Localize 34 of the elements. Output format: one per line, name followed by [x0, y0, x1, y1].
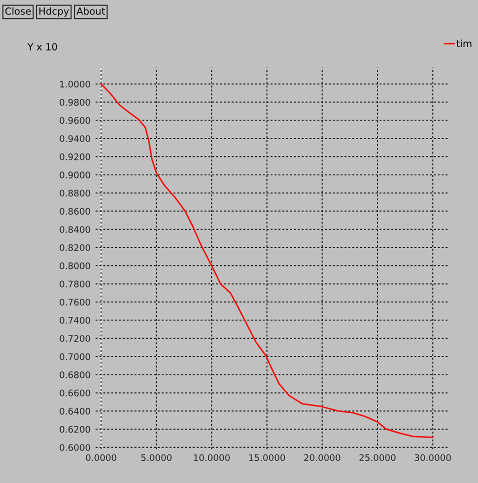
- y-tick-label: 0.9400: [60, 135, 90, 142]
- y-tick-label: 0.7200: [60, 335, 90, 342]
- y-tick-label: 0.8800: [60, 190, 90, 197]
- legend-label: tim: [456, 40, 472, 48]
- y-tick-label: 0.9800: [60, 98, 90, 106]
- y-tick-label: 0.8600: [60, 208, 90, 215]
- y-tick-label: 0.9200: [60, 153, 90, 160]
- x-tick-label: 0.0000: [86, 454, 116, 462]
- y-tick-label: 0.8400: [60, 226, 90, 233]
- y-tick-label: 0.6600: [60, 390, 90, 396]
- y-tick-label: 0.6200: [60, 426, 90, 433]
- y-axis-title: Y x 10: [27, 43, 58, 50]
- text: About: [76, 7, 106, 15]
- y-tick-label: 0.8200: [60, 244, 90, 252]
- y-tick-label: 0.8000: [60, 262, 90, 270]
- text: Hdcpy: [39, 7, 69, 17]
- x-tick-label: 30.0000: [414, 454, 451, 462]
- y-tick-label: 0.7400: [60, 316, 90, 324]
- y-tick-label: 0.9000: [60, 172, 90, 178]
- line-series: [100, 83, 434, 438]
- y-tick-label: 0.6000: [60, 444, 90, 451]
- x-tick-label: 20.0000: [304, 454, 340, 462]
- text: Close: [5, 7, 31, 15]
- y-tick-label: 1.0000: [60, 80, 90, 88]
- x-tick-label: 25.0000: [359, 454, 396, 462]
- y-tick-label: 0.7600: [60, 298, 90, 306]
- y-tick-label: 0.7000: [60, 353, 90, 360]
- y-tick-label: 0.6400: [60, 408, 90, 415]
- x-tick-label: 10.0000: [194, 454, 230, 462]
- x-tick-label: 15.0000: [249, 454, 285, 462]
- y-tick-label: 0.7800: [60, 280, 90, 288]
- y-tick-label: 0.9600: [60, 117, 90, 124]
- x-tick-label: 5.0000: [141, 454, 172, 462]
- y-tick-label: 0.6800: [60, 371, 90, 378]
